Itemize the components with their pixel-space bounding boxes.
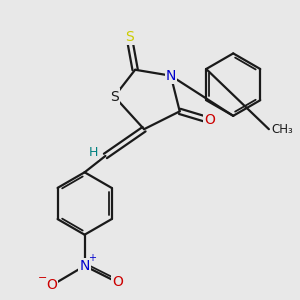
Text: +: +: [88, 254, 96, 263]
Text: S: S: [125, 30, 134, 44]
Text: O: O: [204, 113, 215, 127]
Text: −: −: [38, 273, 47, 283]
Text: S: S: [110, 89, 119, 103]
Text: O: O: [46, 278, 57, 292]
Text: CH₃: CH₃: [272, 123, 293, 136]
Text: N: N: [166, 69, 176, 83]
Text: N: N: [80, 259, 90, 273]
Text: O: O: [112, 275, 123, 289]
Text: H: H: [89, 146, 98, 160]
